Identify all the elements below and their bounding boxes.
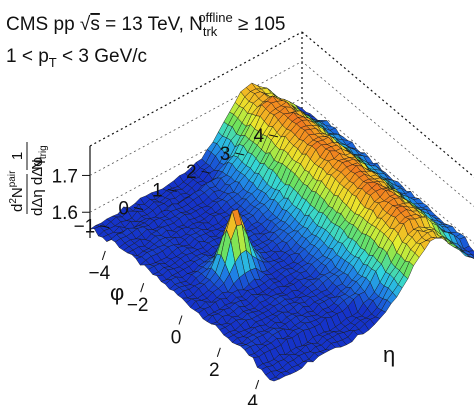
back-wall-top-right [301, 31, 474, 178]
y-tick [133, 207, 144, 210]
axes-box [89, 31, 474, 244]
y-tick [235, 152, 245, 156]
x-tick [178, 315, 183, 325]
x-axis-title: η [383, 342, 395, 367]
z-axis-label: 1 Ntrig d2Npair dΔη dΔφ [7, 142, 49, 216]
svg-text:d2Npair: d2Npair [7, 170, 26, 212]
z-gridline [89, 97, 474, 244]
chart-title-line2: 1 < pT < 3 GeV/c [6, 46, 147, 70]
x-tick-label: 2 [209, 360, 220, 381]
y-tick-label: −1 [74, 217, 96, 238]
x-tick-label: 4 [247, 392, 258, 405]
axis-ticks: −4 −2 0 2 4 −1 0 1 2 3 4 1.6 1.7 [52, 126, 279, 405]
y-tick [100, 225, 110, 229]
z-tick-label: 1.7 [52, 166, 78, 187]
svg-text:Ntrig: Ntrig [29, 145, 49, 170]
x-tick [216, 347, 221, 357]
x-tick [140, 283, 145, 293]
back-wall-top-left [89, 31, 303, 147]
y-tick-label: 2 [186, 162, 197, 183]
svg-text:1: 1 [9, 152, 26, 160]
chart-title-line1: CMS pp √s = 13 TeV, Ntrkoffline ≥ 105 [6, 10, 285, 39]
y-tick-label: 1 [152, 180, 163, 201]
z-gridline [89, 60, 474, 207]
svg-text:dΔη dΔφ: dΔη dΔφ [29, 157, 46, 216]
x-tick [255, 379, 260, 390]
y-tick [167, 188, 177, 192]
x-tick-label: 0 [171, 328, 182, 349]
y-tick [268, 134, 279, 138]
y-tick-label: 0 [118, 199, 129, 220]
x-tick [101, 250, 106, 261]
y-tick-label: 3 [220, 144, 231, 165]
x-tick-label: −4 [88, 263, 110, 284]
y-tick [201, 170, 211, 174]
surface-cell [269, 377, 281, 382]
x-tick-label: −2 [127, 295, 149, 316]
z-tick-label: 1.6 [52, 203, 78, 224]
y-tick-label: 4 [253, 126, 264, 147]
y-axis-title: φ [110, 280, 124, 305]
surface-mesh [89, 82, 474, 382]
